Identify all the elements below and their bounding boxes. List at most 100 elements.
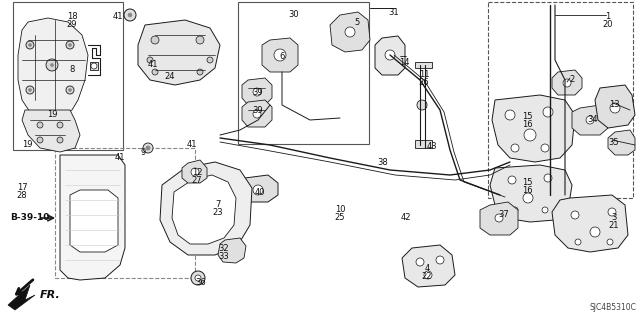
Polygon shape (160, 162, 252, 255)
Circle shape (207, 57, 213, 63)
Polygon shape (22, 110, 80, 152)
Text: 4: 4 (424, 264, 429, 273)
Text: 1: 1 (605, 12, 611, 21)
Text: 11: 11 (419, 70, 429, 79)
Circle shape (46, 59, 58, 71)
Text: 3: 3 (611, 213, 617, 222)
Polygon shape (480, 202, 518, 235)
Circle shape (590, 227, 600, 237)
Circle shape (191, 271, 205, 285)
Polygon shape (90, 62, 98, 70)
Circle shape (195, 275, 201, 281)
Polygon shape (237, 175, 278, 202)
Circle shape (563, 79, 571, 87)
Text: 43: 43 (427, 142, 437, 151)
Circle shape (575, 239, 581, 245)
Text: 13: 13 (609, 100, 620, 109)
Text: 19: 19 (47, 110, 57, 119)
Text: 7: 7 (215, 200, 221, 209)
Circle shape (586, 116, 594, 124)
Polygon shape (492, 95, 575, 162)
Circle shape (29, 88, 31, 92)
Text: 39: 39 (253, 106, 263, 115)
Polygon shape (595, 85, 635, 128)
Polygon shape (402, 245, 455, 287)
Circle shape (495, 214, 503, 222)
Circle shape (66, 86, 74, 94)
Circle shape (542, 207, 548, 213)
Circle shape (152, 69, 158, 75)
Bar (55, 148, 195, 278)
Polygon shape (330, 12, 370, 52)
Text: 9: 9 (140, 148, 146, 157)
Text: 12: 12 (192, 168, 202, 177)
Polygon shape (70, 190, 118, 252)
Bar (488, 2, 633, 198)
Circle shape (608, 208, 616, 216)
Text: 10: 10 (335, 205, 345, 214)
Text: 5: 5 (355, 18, 360, 27)
Polygon shape (572, 105, 608, 135)
Text: B-39-10: B-39-10 (10, 213, 49, 222)
Text: 34: 34 (588, 115, 598, 124)
Circle shape (345, 27, 355, 37)
Text: 18: 18 (67, 12, 77, 21)
Circle shape (541, 144, 549, 152)
Circle shape (37, 122, 43, 128)
Text: 2: 2 (570, 75, 575, 84)
Text: 40: 40 (255, 188, 265, 197)
Polygon shape (415, 140, 432, 148)
Text: 41: 41 (148, 60, 158, 69)
Circle shape (128, 13, 132, 17)
Polygon shape (552, 195, 628, 252)
Circle shape (68, 43, 72, 47)
Circle shape (508, 176, 516, 184)
Circle shape (274, 49, 286, 61)
Polygon shape (18, 18, 88, 120)
Circle shape (147, 57, 153, 63)
Polygon shape (262, 38, 298, 72)
Text: 6: 6 (279, 52, 285, 61)
Text: 19: 19 (22, 140, 32, 149)
Circle shape (543, 107, 553, 117)
Polygon shape (172, 175, 236, 244)
Text: 41: 41 (115, 153, 125, 162)
Circle shape (68, 88, 72, 92)
Circle shape (424, 271, 432, 279)
Text: 30: 30 (289, 10, 300, 19)
Circle shape (57, 137, 63, 143)
Circle shape (571, 211, 579, 219)
Circle shape (505, 110, 515, 120)
Polygon shape (415, 62, 432, 68)
Polygon shape (552, 70, 582, 95)
Text: SJC4B5310C: SJC4B5310C (589, 303, 636, 312)
Circle shape (253, 185, 263, 195)
Circle shape (523, 193, 533, 203)
Text: 29: 29 (67, 20, 77, 29)
Text: 32: 32 (219, 244, 229, 253)
Text: 26: 26 (419, 78, 429, 87)
Polygon shape (138, 20, 220, 85)
Circle shape (29, 43, 31, 47)
Circle shape (253, 110, 261, 118)
Circle shape (26, 41, 34, 49)
Text: 15: 15 (522, 178, 532, 187)
Circle shape (511, 144, 519, 152)
Text: 20: 20 (603, 20, 613, 29)
Text: 15: 15 (522, 112, 532, 121)
Text: 41: 41 (113, 12, 124, 21)
Text: 27: 27 (192, 176, 202, 185)
Polygon shape (242, 78, 272, 105)
Circle shape (37, 137, 43, 143)
Circle shape (544, 174, 552, 182)
Polygon shape (242, 100, 272, 127)
Circle shape (610, 103, 620, 113)
Circle shape (385, 50, 395, 60)
Circle shape (607, 239, 613, 245)
Bar (238, 2, 369, 144)
Circle shape (91, 63, 97, 69)
Text: 31: 31 (388, 8, 399, 17)
Circle shape (151, 36, 159, 44)
Circle shape (512, 207, 518, 213)
Polygon shape (218, 238, 246, 263)
